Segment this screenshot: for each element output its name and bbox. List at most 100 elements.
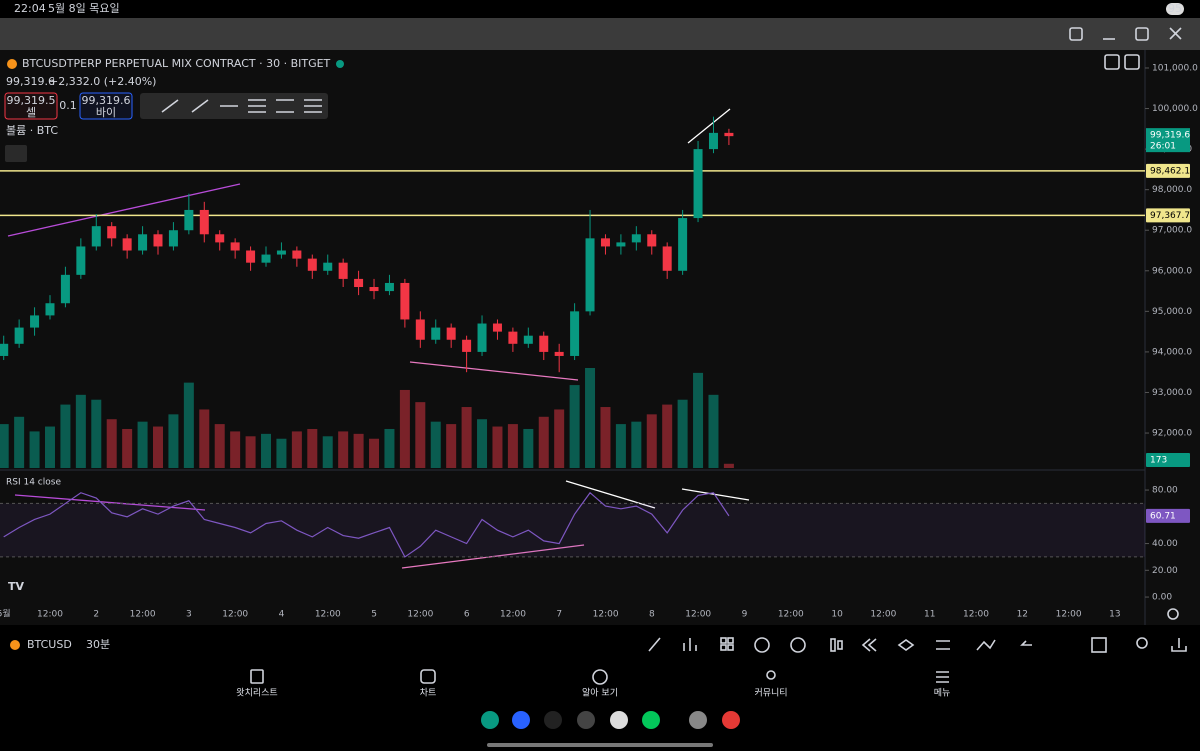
candle-body (292, 250, 302, 259)
candle-body (400, 282, 410, 320)
candle-body (122, 238, 132, 251)
volume-bar (168, 414, 179, 468)
x-tick-label: 7 (556, 610, 562, 620)
candle-body (30, 315, 40, 328)
volume-bar (538, 416, 549, 468)
settings-icon[interactable] (1167, 608, 1179, 620)
candle-body (107, 226, 117, 239)
toolbar-interval[interactable]: 30분 (86, 638, 110, 651)
battery-level: 95 (1168, 2, 1182, 15)
nav-label[interactable]: 차트 (420, 687, 437, 699)
x-tick-label: 12:00 (1056, 610, 1082, 620)
rsi-band (0, 503, 1145, 557)
volume-bar (261, 433, 272, 468)
sell-button[interactable]: 99,319.5 셀 (4, 92, 58, 120)
level-label-box (1146, 163, 1190, 178)
volume-bar (44, 426, 55, 468)
indicator-title: RSI 14 close (6, 478, 61, 488)
toolbar-symbol[interactable]: BTCUSD (27, 638, 72, 651)
volume-bar (369, 438, 380, 468)
volume-bar (723, 463, 734, 468)
candle-body (708, 132, 718, 150)
y-tick-label: 94,000.0 (1152, 347, 1192, 357)
candle-body (199, 209, 209, 235)
x-tick-label: 12:00 (37, 610, 63, 620)
volume-bar (75, 394, 86, 468)
candle-body (554, 351, 564, 356)
window-controls[interactable] (1069, 27, 1182, 41)
volume-bar (615, 424, 626, 468)
candle-body (45, 303, 55, 316)
nav-label[interactable]: 알아 보기 (582, 688, 618, 699)
x-tick-label: 3 (186, 610, 192, 620)
volume-bar (322, 436, 333, 468)
x-tick-label: 13 (1109, 610, 1120, 620)
home-indicator (487, 743, 713, 747)
candle-body (585, 238, 595, 312)
nav-label[interactable]: 커뮤니티 (754, 688, 787, 699)
volume-bar (554, 409, 565, 468)
volume-bar (384, 428, 395, 468)
candle-body (354, 278, 364, 288)
volume-bar (430, 421, 441, 468)
y-tick-label: 0.00 (1152, 593, 1172, 603)
candle-body (631, 234, 641, 243)
volume-bar (677, 399, 688, 468)
candle-body (261, 254, 271, 263)
buy-label[interactable]: 바이 (96, 106, 116, 119)
volume-bar (106, 419, 117, 468)
buy-button[interactable]: 99,319.6 바이 (79, 92, 133, 120)
x-tick-label: 12:00 (500, 610, 526, 620)
volume-bar (245, 436, 256, 468)
candle-body (0, 343, 9, 356)
volume-bar (507, 424, 518, 468)
candle-body (138, 234, 148, 251)
nav-label[interactable]: 왓치리스트 (236, 687, 277, 699)
volume-bar (569, 385, 580, 468)
market-status (336, 60, 344, 68)
x-tick-label: 12:00 (407, 610, 433, 620)
candle-body (508, 331, 518, 344)
nav-icons (250, 669, 949, 685)
candle-body (678, 218, 688, 271)
collapse-button[interactable] (5, 145, 27, 162)
candle-body (323, 262, 333, 271)
volume-bar (477, 419, 488, 468)
volume-bar (14, 416, 25, 468)
candle-body (477, 323, 487, 352)
bottom-toolbar (0, 625, 1200, 665)
nav-label[interactable]: 메뉴 (934, 688, 951, 699)
symbol-title: BTCUSDTPERP PERPETUAL MIX CONTRACT · 30 … (22, 57, 331, 70)
candle-body (431, 327, 441, 340)
status-time: 22:04 (14, 2, 46, 15)
candle-body (693, 149, 703, 219)
x-tick-label: 4 (279, 610, 285, 620)
sell-price[interactable]: 99,319.5 (7, 94, 56, 107)
y-tick-label: 93,000.0 (1152, 388, 1192, 398)
volume-bar (446, 424, 457, 468)
level-label-box (1146, 208, 1190, 223)
volume-bar (230, 431, 241, 468)
last-price: 99,319.6 (6, 75, 55, 88)
x-tick-label: 10 (831, 610, 843, 620)
rsi-last-box (1146, 508, 1190, 523)
volume-bar (122, 428, 133, 468)
candle-body (523, 335, 533, 344)
x-tick-label: 5월 (0, 608, 11, 620)
dock-apps[interactable] (481, 711, 740, 729)
candle-body (168, 230, 178, 247)
last-price-label: 99,319.6 (1150, 131, 1190, 141)
candle-body (539, 335, 549, 352)
status-date: 5월 8일 목요일 (48, 1, 120, 15)
candle-body (369, 287, 379, 292)
sell-label[interactable]: 셀 (26, 106, 36, 119)
y-tick-label: 98,000.0 (1152, 185, 1192, 195)
x-tick-label: 12:00 (963, 610, 989, 620)
y-tick-label: 100,000.0 (1152, 104, 1198, 114)
price-change: +2,332.0 (+2.40%) (49, 75, 156, 88)
buy-price[interactable]: 99,319.6 (82, 94, 131, 107)
toolbar-icons[interactable] (648, 637, 1187, 653)
candle-body (60, 274, 70, 304)
drawing-toolbar[interactable] (140, 93, 328, 119)
